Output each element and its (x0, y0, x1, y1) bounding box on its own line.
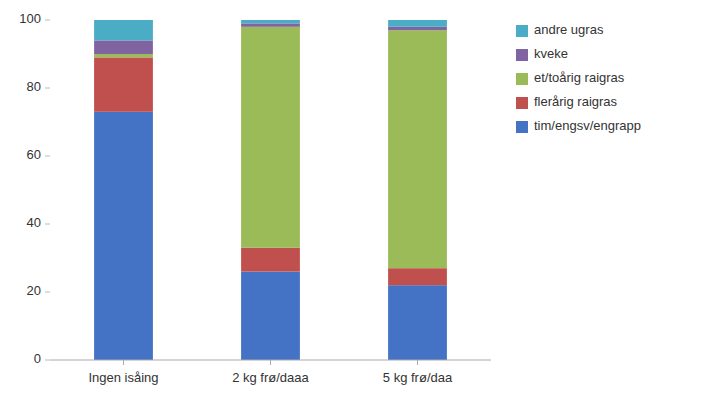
bar-segment (388, 27, 447, 30)
legend-label: kveke (534, 46, 568, 61)
x-tick-label: 2 kg frø/daaa (232, 370, 309, 385)
legend-label: andre ugras (534, 22, 604, 37)
bar-segment (241, 23, 300, 26)
y-tick-label: 20 (27, 283, 41, 298)
bars (94, 20, 447, 360)
x-tick (270, 360, 271, 365)
legend-swatch (516, 121, 528, 133)
bar-segment (241, 248, 300, 272)
legend-swatch (516, 97, 528, 109)
y-tick (45, 20, 50, 21)
y-tick (45, 156, 50, 157)
x-tick (417, 360, 418, 365)
chart-svg: 0 20 40 60 80 100 Ingen isåing 2 kg frø/daaa 5 k… (0, 0, 701, 405)
y-tick-label: 80 (27, 79, 41, 94)
bar-segment (241, 27, 300, 248)
chart-container: 0 20 40 60 80 100 Ingen isåing 2 kg frø/daaa 5 k… (0, 0, 701, 405)
y-tick (45, 292, 50, 293)
y-tick-label: 0 (34, 351, 41, 366)
y-tick-label: 40 (27, 215, 41, 230)
x-tick-label: 5 kg frø/daa (383, 370, 453, 385)
bar-segment (388, 30, 447, 268)
y-tick (45, 88, 50, 89)
legend-swatch (516, 73, 528, 85)
legend: andre ugras kveke et/toårig raigras fleråri… (516, 22, 641, 133)
bar-segment (241, 272, 300, 360)
y-tick (45, 224, 50, 225)
legend-swatch (516, 49, 528, 61)
y-axis: 0 20 40 60 80 100 (19, 11, 50, 366)
y-tick-label: 60 (27, 147, 41, 162)
plot-area: 0 20 40 60 80 100 Ingen isåing 2 kg frø/daaa 5 k… (19, 11, 491, 385)
bar-segment (94, 57, 153, 111)
x-tick-label: Ingen isåing (88, 370, 158, 385)
x-axis: Ingen isåing 2 kg frø/daaa 5 kg frø/daa (50, 360, 491, 385)
bar-segment (94, 40, 153, 54)
legend-label: et/toårig raigras (534, 70, 625, 85)
x-tick (123, 360, 124, 365)
bar-segment (94, 54, 153, 57)
y-tick (45, 360, 50, 361)
y-tick-label: 100 (19, 11, 41, 26)
bar-segment (388, 20, 447, 27)
bar-segment (94, 20, 153, 40)
bar-segment (94, 112, 153, 360)
bar-segment (388, 285, 447, 360)
legend-label: flerårig raigras (534, 94, 618, 109)
legend-swatch (516, 25, 528, 37)
legend-label: tim/engsv/engrapp (534, 118, 641, 133)
bar-segment (388, 268, 447, 285)
bar-segment (241, 20, 300, 23)
